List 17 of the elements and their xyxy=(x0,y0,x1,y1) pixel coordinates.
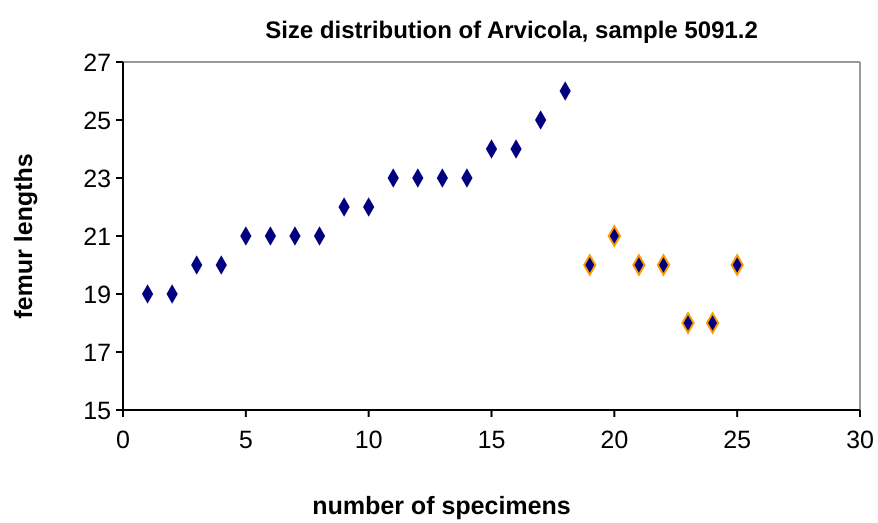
chart-title: Size distribution of Arvicola, sample 5091.2 xyxy=(265,17,758,44)
y-tick-label: 23 xyxy=(83,165,111,193)
x-tick-label: 15 xyxy=(478,426,506,454)
x-tick-label: 10 xyxy=(354,426,383,454)
y-tick-label: 21 xyxy=(83,223,111,251)
y-tick-label: 15 xyxy=(83,397,111,425)
x-tick-label: 5 xyxy=(238,426,253,454)
x-tick-label: 20 xyxy=(600,426,628,454)
y-tick-label: 25 xyxy=(83,107,111,135)
x-axis-title: number of specimens xyxy=(312,492,571,520)
y-tick-label: 17 xyxy=(83,339,111,367)
x-tick-label: 25 xyxy=(723,426,752,454)
x-tick-label: 0 xyxy=(116,426,130,454)
x-tick-label: 30 xyxy=(846,426,874,454)
y-tick-label: 27 xyxy=(83,49,111,77)
y-axis-title: femur lengths xyxy=(10,153,38,319)
y-tick-label: 19 xyxy=(83,281,111,309)
